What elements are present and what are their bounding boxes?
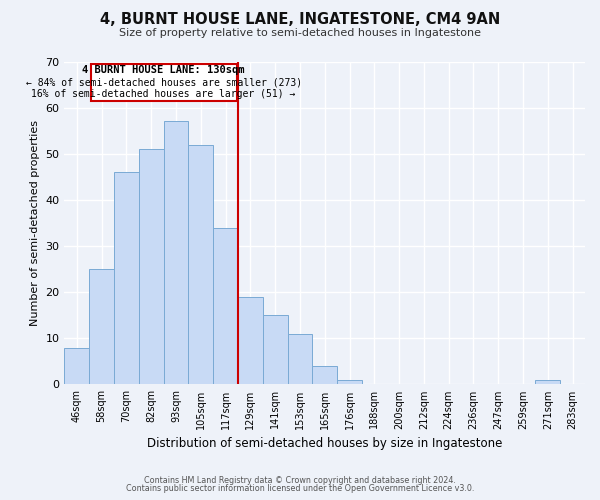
Bar (263, 315, 287, 384)
Bar (287, 334, 313, 384)
Text: 4, BURNT HOUSE LANE, INGATESTONE, CM4 9AN: 4, BURNT HOUSE LANE, INGATESTONE, CM4 9A… (100, 12, 500, 28)
Bar (238, 297, 263, 384)
X-axis label: Distribution of semi-detached houses by size in Ingatestone: Distribution of semi-detached houses by … (147, 437, 502, 450)
Bar (164, 122, 188, 384)
Bar (114, 172, 139, 384)
Text: 4 BURNT HOUSE LANE: 130sqm: 4 BURNT HOUSE LANE: 130sqm (82, 65, 245, 75)
Bar (213, 228, 238, 384)
Text: ← 84% of semi-detached houses are smaller (273): ← 84% of semi-detached houses are smalle… (26, 78, 302, 88)
Bar (313, 366, 337, 384)
Text: 16% of semi-detached houses are larger (51) →: 16% of semi-detached houses are larger (… (31, 89, 296, 99)
Bar (64, 348, 89, 385)
Bar (188, 144, 213, 384)
Bar (139, 149, 164, 384)
FancyBboxPatch shape (91, 64, 237, 100)
Y-axis label: Number of semi-detached properties: Number of semi-detached properties (30, 120, 40, 326)
Text: Size of property relative to semi-detached houses in Ingatestone: Size of property relative to semi-detach… (119, 28, 481, 38)
Bar (337, 380, 362, 384)
Bar (89, 269, 114, 384)
Text: Contains public sector information licensed under the Open Government Licence v3: Contains public sector information licen… (126, 484, 474, 493)
Bar (535, 380, 560, 384)
Text: Contains HM Land Registry data © Crown copyright and database right 2024.: Contains HM Land Registry data © Crown c… (144, 476, 456, 485)
